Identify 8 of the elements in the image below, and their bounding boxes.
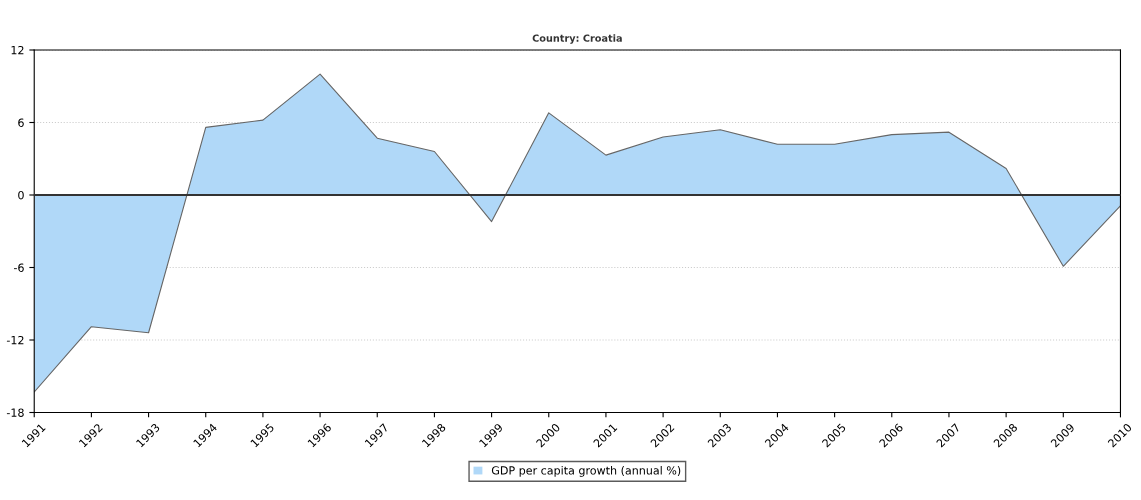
y-tick-label: 6: [18, 118, 24, 127]
y-tick-label: 12: [11, 45, 24, 55]
legend-label: GDP per capita growth (annual %): [491, 466, 681, 477]
chart-title: Country: Croatia: [532, 34, 622, 44]
y-tick-label: -18: [6, 408, 24, 417]
y-tick-label: -6: [13, 263, 24, 272]
y-tick-label: 0: [18, 190, 24, 200]
y-tick-label: -12: [6, 335, 24, 345]
